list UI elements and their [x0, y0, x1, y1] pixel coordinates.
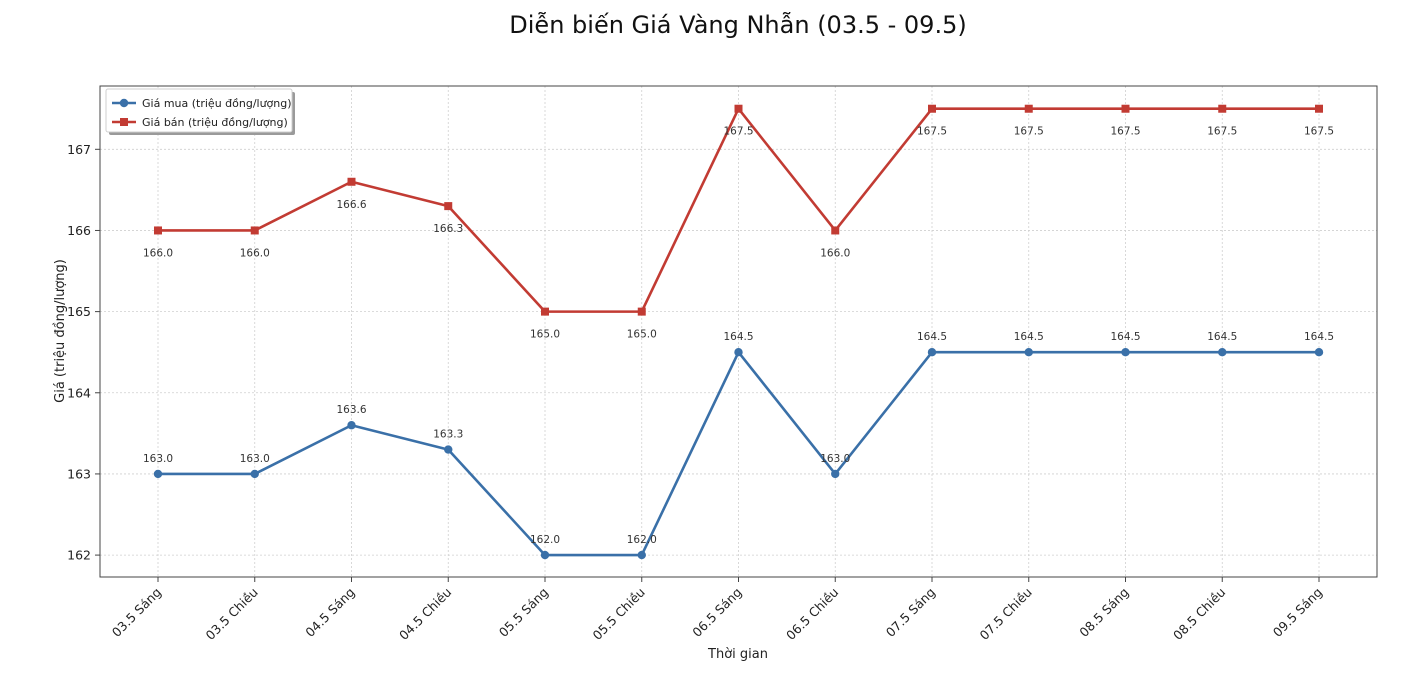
data-label: 167.5 [1304, 126, 1334, 138]
data-point [734, 104, 743, 113]
data-label: 164.5 [723, 331, 753, 343]
y-tick-label: 166 [67, 223, 91, 238]
data-label: 164.5 [1110, 331, 1140, 343]
data-label: 165.0 [530, 329, 560, 341]
data-point [1024, 104, 1033, 113]
data-point [734, 347, 743, 357]
x-tick-label: 06.5 Sáng [689, 585, 744, 640]
data-label: 166.3 [433, 223, 463, 235]
data-point [347, 421, 356, 430]
x-tick-label: 03.5 Sáng [109, 585, 164, 640]
legend-label: Giá bán (triệu đồng/lượng) [142, 116, 288, 129]
data-label: 163.6 [336, 404, 366, 416]
data-label: 166.6 [336, 199, 366, 211]
data-point [540, 550, 550, 560]
data-point [347, 177, 356, 186]
chart-title: Diễn biến Giá Vàng Nhẫn (03.5 - 09.5) [509, 10, 966, 39]
data-point [1315, 104, 1323, 113]
data-label: 164.5 [1304, 331, 1334, 343]
x-tick-label: 06.5 Chiều [783, 585, 841, 643]
data-point [1121, 347, 1130, 357]
data-point [637, 307, 646, 316]
data-point [1314, 347, 1324, 357]
data-point [1121, 104, 1130, 113]
x-tick-label: 07.5 Sáng [883, 585, 938, 640]
data-label: 163.0 [240, 453, 270, 465]
data-labels: 163.0 163.0 163.6 163.3 162.0 162.0 164.5 163.0… [143, 126, 1334, 546]
data-label: 162.0 [627, 534, 657, 546]
data-label: 167.5 [1207, 126, 1237, 138]
data-label: 163.3 [433, 429, 463, 441]
legend-box [105, 88, 293, 133]
x-tick-label: 03.5 Chiều [203, 585, 261, 643]
data-point [1218, 347, 1227, 357]
y-tick-label: 163 [67, 466, 91, 481]
data-label: 162.0 [530, 534, 560, 546]
data-label: 167.5 [1014, 126, 1044, 138]
data-point [831, 226, 840, 235]
data-point [1218, 104, 1227, 113]
x-tick-label: 04.5 Sáng [302, 585, 357, 640]
data-point [831, 469, 840, 479]
x-tick-label: 09.5 Sáng [1270, 585, 1325, 640]
data-label: 167.5 [723, 126, 753, 138]
data-point [1024, 347, 1033, 357]
x-tick-label: 05.5 Chiều [590, 585, 648, 643]
x-tick-label: 08.5 Chiều [1170, 585, 1228, 643]
x-axis: 03.5 Sáng 03.5 Chiều 04.5 Sáng 04.5 Chiều 05… [109, 577, 1325, 643]
series-layer [153, 104, 1324, 560]
legend-label: Giá mua (triệu đồng/lượng) [142, 97, 292, 110]
legend: Giá mua (triệu đồng/lượng) Giá bán (triệu… [105, 88, 295, 135]
data-label: 167.5 [1110, 126, 1140, 138]
y-tick-label: 162 [67, 548, 91, 563]
data-point [444, 202, 453, 211]
legend-marker [119, 98, 129, 108]
data-point [250, 226, 259, 235]
y-tick-label: 164 [67, 385, 91, 400]
x-tick-label: 05.5 Sáng [496, 585, 551, 640]
data-point [927, 347, 937, 357]
y-tick-label: 165 [67, 304, 91, 319]
data-label: 167.5 [917, 126, 947, 138]
x-tick-label: 04.5 Chiều [396, 585, 454, 643]
data-label: 163.0 [143, 453, 173, 465]
grid-layer [100, 86, 1377, 577]
data-label: 166.0 [143, 247, 173, 259]
y-axis: 162 163 164 165 166 167 [67, 142, 100, 563]
x-tick-label: 08.5 Sáng [1076, 585, 1131, 640]
data-point [928, 104, 936, 113]
data-label: 164.5 [1207, 331, 1237, 343]
y-axis-title: Giá (triệu đồng/lượng) [53, 259, 68, 403]
data-label: 166.0 [240, 247, 270, 259]
data-label: 164.5 [1014, 331, 1044, 343]
data-point [444, 445, 453, 454]
x-axis-title: Thời gian [707, 647, 768, 662]
data-point [637, 550, 646, 560]
data-point [153, 469, 163, 479]
data-label: 166.0 [820, 247, 850, 259]
legend-marker [120, 118, 128, 126]
data-label: 164.5 [917, 331, 947, 343]
data-point [541, 307, 549, 316]
data-point [250, 469, 259, 479]
y-tick-label: 167 [67, 142, 91, 157]
data-label: 165.0 [627, 329, 657, 341]
x-tick-label: 07.5 Chiều [977, 585, 1035, 643]
data-label: 163.0 [820, 453, 850, 465]
data-point [154, 226, 162, 235]
